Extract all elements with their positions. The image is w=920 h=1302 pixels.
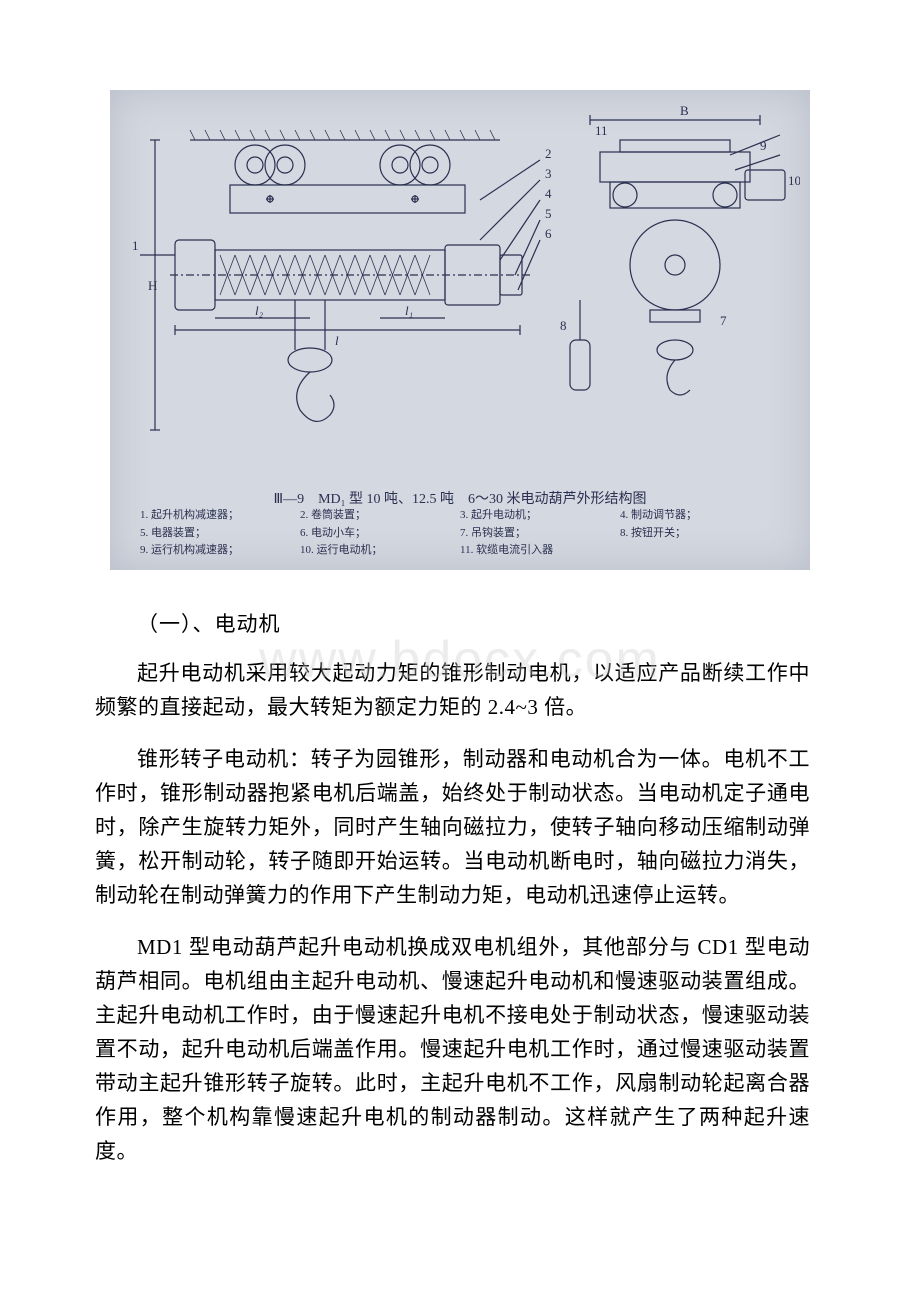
legend-item: 3. 起升电动机； bbox=[460, 507, 590, 525]
callout-8: 8 bbox=[560, 318, 567, 333]
dim-l2: l₂ bbox=[255, 303, 264, 318]
legend-item: 8. 按钮开关； bbox=[620, 525, 750, 543]
callout-6: 6 bbox=[545, 226, 552, 241]
legend-item: 1. 起升机构减速器； bbox=[140, 507, 270, 525]
figure-legend: 1. 起升机构减速器； 2. 卷筒装置； 3. 起升电动机； 4. 制动调节器；… bbox=[140, 507, 780, 560]
callout-4: 4 bbox=[545, 186, 552, 201]
dim-l1: l₁ bbox=[405, 303, 413, 318]
text-content: （一）、电动机 起升电动机采用较大起动力矩的锥形制动电机，以适应产品断续工作中频… bbox=[0, 590, 920, 1186]
technical-diagram-figure: H B l l₂ l₁ 1 2 3 4 5 6 7 8 9 10 11 bbox=[110, 90, 810, 570]
callout-9: 9 bbox=[760, 138, 767, 153]
legend-item: 9. 运行机构减速器； bbox=[140, 542, 270, 560]
legend-item: 7. 吊钩装置； bbox=[460, 525, 590, 543]
diagram-image-area: H B l l₂ l₁ 1 2 3 4 5 6 7 8 9 10 11 bbox=[120, 100, 800, 480]
figure-range: 6～30 米电动葫芦外形结构图 bbox=[468, 492, 647, 507]
paragraph-1: 起升电动机采用较大起动力矩的锥形制动电机，以适应产品断续工作中频繁的直接起动，最… bbox=[95, 656, 810, 724]
callout-2: 2 bbox=[545, 146, 552, 161]
callout-7: 7 bbox=[720, 313, 727, 328]
section-heading: （一）、电动机 bbox=[95, 608, 810, 638]
figure-model: MD₁ 型 10 吨、12.5 吨 bbox=[318, 492, 454, 507]
callout-11: 11 bbox=[595, 123, 608, 138]
legend-item: 10. 运行电动机； bbox=[300, 542, 430, 560]
legend-item: 6. 电动小车； bbox=[300, 525, 430, 543]
dim-H: H bbox=[148, 278, 157, 293]
paragraph-2: 锥形转子电动机：转子为园锥形，制动器和电动机合为一体。电机不工作时，锥形制动器抱… bbox=[95, 742, 810, 912]
callout-1: 1 bbox=[132, 238, 139, 253]
legend-item: 2. 卷筒装置； bbox=[300, 507, 430, 525]
figure-number: Ⅲ—9 bbox=[273, 492, 304, 507]
callout-10: 10 bbox=[788, 173, 800, 188]
legend-item: 5. 电器装置； bbox=[140, 525, 270, 543]
callout-5: 5 bbox=[545, 206, 552, 221]
dim-B: B bbox=[680, 103, 689, 118]
hoist-schematic-svg: H B l l₂ l₁ 1 2 3 4 5 6 7 8 9 10 11 bbox=[120, 100, 800, 480]
callout-3: 3 bbox=[545, 166, 552, 181]
legend-item: 11. 软缆电流引入器 bbox=[460, 542, 590, 560]
paragraph-3: MD1 型电动葫芦起升电动机换成双电机组外，其他部分与 CD1 型电动葫芦相同。… bbox=[95, 930, 810, 1168]
figure-caption: Ⅲ—9 MD₁ 型 10 吨、12.5 吨 6～30 米电动葫芦外形结构图 bbox=[110, 488, 810, 508]
legend-item: 4. 制动调节器； bbox=[620, 507, 750, 525]
dim-l: l bbox=[335, 333, 339, 348]
